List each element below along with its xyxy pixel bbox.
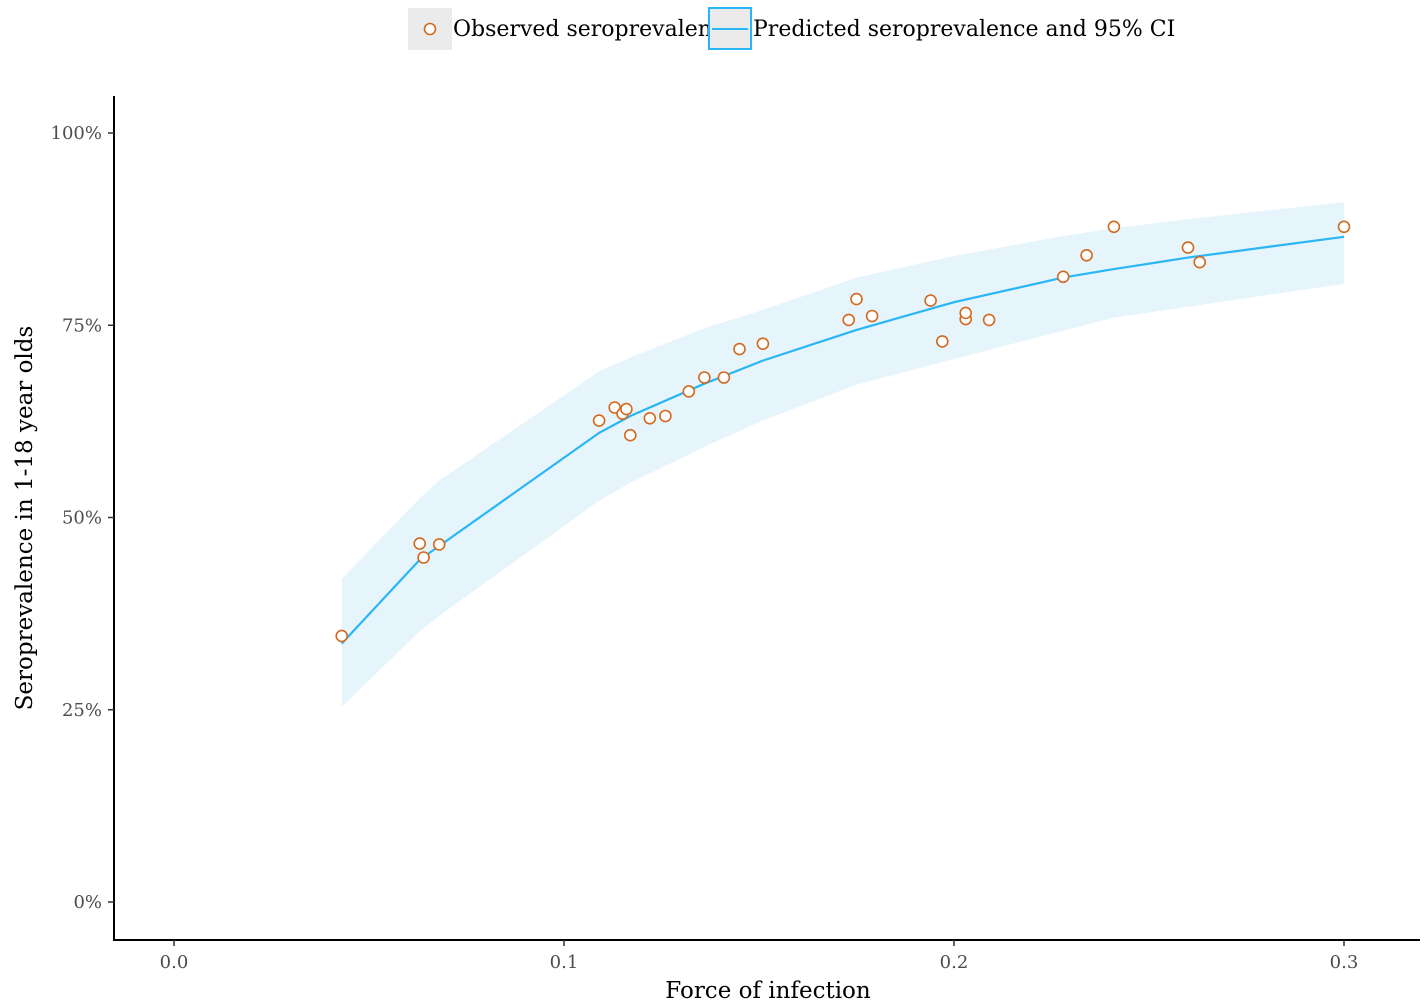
y-ticks: 0% 25% 50% 75% 100% [51,123,114,913]
x-axis-title: Force of infection [665,978,871,1004]
x-tick-label: 0.2 [940,952,969,973]
observed-point [935,335,949,348]
observed-point [659,409,672,423]
observed-point [865,309,879,323]
observed-point [1193,255,1206,269]
observed-point [756,337,770,351]
observed-point [432,538,446,551]
observed-point [982,313,996,327]
observed-point [620,402,633,416]
observed-points [335,220,1351,643]
y-tick-label: 100% [51,123,102,144]
x-tick-label: 0.0 [160,952,189,973]
y-axis-title: Seroprevalence in 1-18 year olds [12,326,38,711]
y-tick-label: 25% [62,700,102,721]
x-tick-label: 0.3 [1330,952,1359,973]
y-tick-label: 0% [73,892,102,913]
legend-observed-marker [423,22,437,36]
y-tick-label: 75% [62,315,102,336]
legend: Observed seroprevalence Predicted seropr… [408,7,1175,50]
observed-point [924,294,937,307]
plot-panel [335,202,1351,707]
ci-band [341,202,1344,707]
observed-point [417,551,430,564]
axes: 0% 25% 50% 75% 100% 0.0 0.1 0.2 0.3 [51,96,1420,973]
observed-point [842,313,856,327]
y-tick-label: 50% [62,508,102,529]
observed-point [623,428,637,442]
observed-point [1181,241,1195,254]
observed-point [592,414,606,427]
observed-point [698,371,711,384]
observed-point [643,411,657,425]
x-tick-label: 0.1 [550,952,579,973]
observed-point [682,385,696,398]
observed-point [1337,220,1351,234]
observed-point [733,342,746,356]
observed-point [717,371,731,384]
observed-point [959,306,973,320]
legend-label-observed: Observed seroprevalence [453,17,737,42]
observed-point [335,629,349,643]
observed-point [1056,270,1070,284]
observed-point [1080,249,1093,262]
legend-label-predicted: Predicted seroprevalence and 95% CI [753,17,1175,42]
x-ticks: 0.0 0.1 0.2 0.3 [160,940,1359,973]
observed-point [413,537,427,550]
observed-point [850,292,863,306]
observed-point [1107,220,1121,234]
